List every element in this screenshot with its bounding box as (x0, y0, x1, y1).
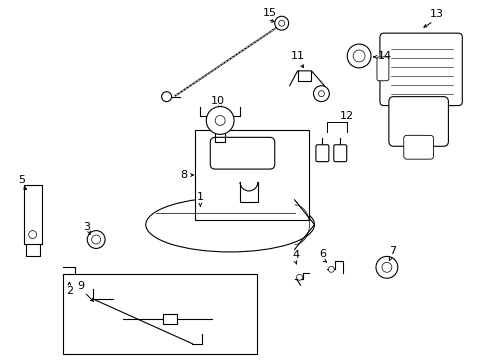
Text: 3: 3 (82, 222, 89, 231)
Circle shape (346, 44, 370, 68)
FancyBboxPatch shape (403, 135, 433, 159)
Circle shape (327, 266, 334, 272)
Circle shape (29, 231, 37, 239)
Text: 8: 8 (180, 170, 186, 180)
Circle shape (375, 256, 397, 278)
FancyBboxPatch shape (376, 57, 388, 81)
Text: 9: 9 (78, 281, 84, 291)
Text: 7: 7 (388, 247, 396, 256)
Circle shape (381, 262, 391, 272)
Bar (63, 274, 256, 354)
Text: 12: 12 (340, 111, 353, 121)
Text: 10: 10 (211, 96, 225, 105)
FancyBboxPatch shape (333, 145, 346, 162)
Circle shape (162, 92, 171, 102)
Circle shape (352, 50, 365, 62)
Text: 6: 6 (318, 249, 325, 260)
Circle shape (296, 274, 302, 280)
Text: 13: 13 (428, 9, 443, 19)
Circle shape (92, 235, 101, 244)
Text: 15: 15 (262, 8, 276, 18)
Bar (163, 314, 176, 324)
FancyBboxPatch shape (379, 33, 461, 105)
FancyBboxPatch shape (315, 145, 328, 162)
Text: 5: 5 (18, 175, 25, 185)
Bar (195, 130, 309, 220)
FancyBboxPatch shape (388, 96, 447, 146)
Text: 1: 1 (197, 192, 203, 202)
Text: 14: 14 (377, 51, 391, 61)
Circle shape (87, 231, 105, 248)
Circle shape (274, 16, 288, 30)
Text: 11: 11 (290, 51, 304, 61)
Ellipse shape (145, 197, 314, 252)
Text: 4: 4 (291, 251, 299, 260)
Circle shape (215, 116, 224, 125)
Circle shape (313, 86, 328, 102)
Circle shape (278, 20, 284, 26)
Circle shape (318, 91, 324, 96)
Text: 2: 2 (66, 286, 73, 296)
FancyBboxPatch shape (210, 137, 274, 169)
Circle shape (206, 107, 234, 134)
